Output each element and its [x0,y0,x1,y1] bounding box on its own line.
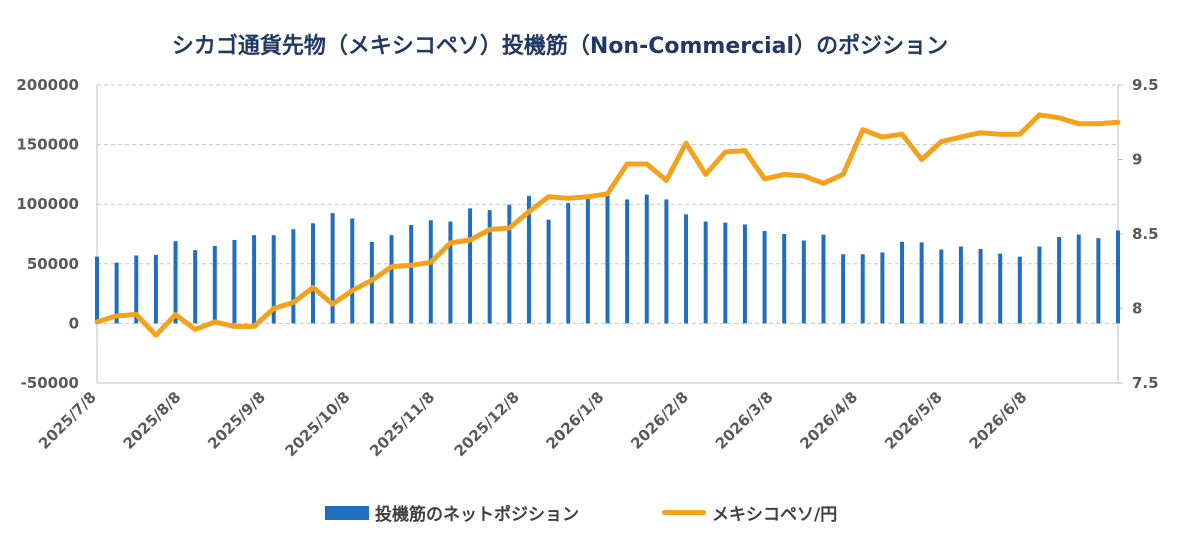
bar [998,253,1003,324]
y-right-tick-label: 9.5 [1132,76,1159,94]
bar [1116,230,1120,324]
bar [1017,256,1022,324]
bar [173,241,178,324]
bar [526,195,531,324]
bar [546,219,551,324]
line-series [94,112,1121,338]
gridlines [97,84,1118,324]
x-tick-label: 2026/5/8 [881,388,946,453]
legend-item-bars: 投機筋のネットポジション [325,500,579,525]
x-tick-label: 2025/8/8 [120,388,185,453]
x-tick-label: 2026/3/8 [712,388,777,453]
bar [723,222,728,324]
bar [684,214,689,324]
bar [644,194,649,324]
x-tick-label: 2026/6/8 [966,388,1031,453]
bar [664,199,669,324]
y-left-tick-label: -50000 [21,374,79,392]
bar [134,255,139,324]
x-tick-label: 2026/2/8 [627,388,692,453]
bar [291,229,296,324]
bar [1057,236,1062,324]
bar [330,213,335,324]
y-right-tick-label: 9 [1132,151,1142,169]
bar [114,262,119,324]
bar [821,234,826,324]
bar [448,221,453,324]
bar [310,223,315,324]
x-tick-label: 2025/7/8 [35,388,100,453]
bar [350,218,355,324]
bar [841,254,846,324]
bar [978,248,983,324]
bar [585,195,590,324]
bar [566,203,571,324]
axes [96,84,1123,384]
bar [939,249,944,324]
bar [742,224,747,324]
x-tick-label: 2025/9/8 [204,388,269,453]
legend-line-label: メキシコペソ/円 [712,505,838,525]
bar [212,245,217,324]
bar [900,241,905,324]
bar [1076,234,1081,324]
y-right-tick-label: 7.5 [1132,374,1159,392]
y-left-tick-label: 100000 [16,195,79,213]
bar [958,246,963,324]
bar-series [95,192,1120,324]
bar [389,235,394,324]
bar [1037,246,1042,324]
legend-bar-swatch [325,505,369,520]
bar [95,256,99,324]
legend-line-swatch [662,510,706,515]
chart-title: シカゴ通貨先物（メキシコペソ）投機筋（Non-Commercial）のポジション [171,34,949,59]
bar [428,220,433,324]
bar [625,199,630,324]
line-series-path [94,112,1121,338]
y-left-tick-label: 150000 [16,136,79,154]
bar [801,240,806,324]
bar [1096,238,1101,324]
bar [271,235,276,324]
bar [782,234,787,324]
bar [762,231,767,324]
x-tick-label: 2026/1/8 [543,388,608,453]
bar [252,235,257,324]
x-tick-label: 2025/10/8 [281,388,353,460]
y-left-tick-label: 200000 [16,76,79,94]
bar [880,252,885,324]
bar [409,225,414,324]
x-tick-label: 2025/11/8 [366,388,438,460]
bar [232,239,237,324]
bar [153,254,158,324]
y-right-tick-label: 8 [1132,300,1142,318]
y-left-tick-label: 0 [69,314,79,332]
y-right-tick-label: 8.5 [1132,225,1159,243]
x-tick-label: 2026/4/8 [796,388,861,453]
bar [487,210,492,324]
legend-bar-label: 投機筋のネットポジション [375,505,579,525]
bar [605,192,610,324]
bar [919,242,924,324]
bar [193,250,198,324]
legend-item-line: メキシコペソ/円 [662,500,837,525]
bar [507,204,512,324]
y-left-tick-label: 50000 [27,255,79,273]
bar [860,254,865,324]
bar [468,208,473,324]
x-tick-label: 2025/12/8 [451,388,523,460]
bar [703,221,708,324]
